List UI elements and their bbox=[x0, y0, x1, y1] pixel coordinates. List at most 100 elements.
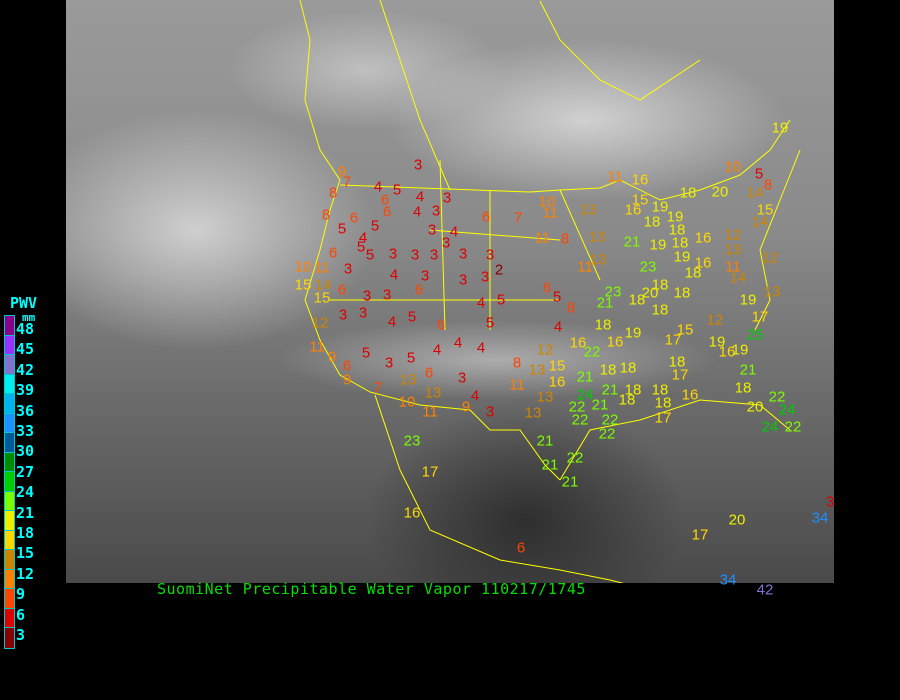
station-pwv-value: 13 bbox=[579, 201, 597, 219]
station-pwv-value: 3 bbox=[382, 286, 392, 304]
station-pwv-value: 5 bbox=[392, 181, 402, 199]
station-pwv-value: 34 bbox=[811, 509, 829, 527]
station-pwv-value: 14 bbox=[314, 276, 332, 294]
legend-swatch bbox=[5, 374, 14, 394]
station-pwv-value: 21 bbox=[596, 294, 614, 312]
station-pwv-value: 18 bbox=[654, 394, 672, 412]
station-pwv-value: 15 bbox=[313, 289, 331, 307]
station-pwv-value: 4 bbox=[358, 229, 368, 247]
station-pwv-value: 17 bbox=[664, 331, 682, 349]
station-pwv-value: 20 bbox=[746, 398, 764, 416]
legend-label: 39 bbox=[16, 381, 35, 400]
political-borders bbox=[299, 0, 801, 583]
station-pwv-value: 11 bbox=[725, 258, 741, 276]
legend-label: 48 bbox=[16, 320, 35, 338]
station-pwv-value: 6 bbox=[481, 208, 491, 226]
station-pwv-value: 4 bbox=[412, 203, 422, 221]
station-pwv-value: 8 bbox=[512, 354, 522, 372]
station-pwv-value: 3 bbox=[343, 260, 353, 278]
legend-label: 21 bbox=[16, 503, 35, 522]
station-pwv-value: 4 bbox=[432, 341, 442, 359]
station-pwv-value: 11 bbox=[509, 376, 525, 394]
station-pwv-value: 6 bbox=[424, 364, 434, 382]
station-pwv-value: 18 bbox=[671, 234, 689, 252]
station-pwv-value: 7 bbox=[513, 209, 523, 227]
station-pwv-value: 3 bbox=[413, 156, 423, 174]
station-pwv-value: 18 bbox=[651, 381, 669, 399]
station-pwv-value: 3 bbox=[429, 246, 439, 264]
station-pwv-value: 19 bbox=[673, 248, 691, 266]
station-pwv-value: 4 bbox=[415, 188, 425, 206]
station-pwv-value: 4 bbox=[453, 334, 463, 352]
station-pwv-value: 12 bbox=[311, 314, 329, 332]
station-pwv-value: 21 bbox=[601, 381, 619, 399]
station-pwv-value: 17 bbox=[671, 366, 689, 384]
station-pwv-value: 3 bbox=[431, 202, 441, 220]
station-pwv-value: 19 bbox=[739, 291, 757, 309]
border-line bbox=[439, 159, 446, 331]
station-pwv-value: 16 bbox=[681, 386, 699, 404]
station-pwv-value: 18 bbox=[643, 213, 661, 231]
station-pwv-value: 16 bbox=[631, 171, 649, 189]
legend-swatch bbox=[5, 394, 14, 414]
station-pwv-value: 8 bbox=[321, 206, 331, 224]
station-pwv-value: 17 bbox=[654, 409, 672, 427]
station-pwv-value: 5 bbox=[406, 349, 416, 367]
station-pwv-value: 21 bbox=[576, 368, 594, 386]
legend-title: PWV bbox=[10, 294, 38, 312]
station-pwv-value: 4 bbox=[553, 318, 563, 336]
station-pwv-value: 18 bbox=[619, 359, 637, 377]
legend-unit: mm bbox=[22, 311, 36, 324]
station-pwv-value: 6 bbox=[328, 244, 338, 262]
station-pwv-value: 13 bbox=[724, 241, 742, 259]
legend-label: 45 bbox=[16, 340, 35, 359]
station-pwv-value: 3 bbox=[358, 304, 368, 322]
legend-label: 18 bbox=[16, 524, 35, 542]
legend-label: 36 bbox=[16, 401, 35, 420]
station-pwv-value: 16 bbox=[548, 373, 566, 391]
station-pwv-value: 3 bbox=[338, 306, 348, 324]
station-pwv-value: 17 bbox=[691, 526, 709, 544]
station-pwv-value: 5 bbox=[370, 217, 380, 235]
border-line bbox=[429, 229, 561, 241]
station-pwv-value: 5 bbox=[485, 314, 495, 332]
station-pwv-value: 23 bbox=[403, 432, 421, 450]
legend-swatch bbox=[5, 569, 14, 589]
station-pwv-value: 16 bbox=[606, 333, 624, 351]
station-pwv-value: 18 bbox=[679, 184, 697, 202]
station-pwv-value: 11 bbox=[607, 168, 623, 186]
station-pwv-value: 3 bbox=[485, 403, 495, 421]
station-pwv-value: 18 bbox=[673, 284, 691, 302]
station-pwv-value: 15 bbox=[756, 201, 774, 219]
station-pwv-value: 18 bbox=[594, 316, 612, 334]
station-pwv-value: 13 bbox=[588, 228, 606, 246]
border-line bbox=[369, 391, 561, 481]
station-pwv-value: 6 bbox=[436, 316, 446, 334]
station-pwv-value: 3 bbox=[420, 267, 430, 285]
station-pwv-value: 13 bbox=[763, 283, 781, 301]
station-pwv-value: 6 bbox=[542, 279, 552, 297]
station-pwv-value: 3 bbox=[825, 493, 835, 511]
station-pwv-value: 18 bbox=[651, 301, 669, 319]
station-pwv-value: 13 bbox=[528, 361, 546, 379]
station-pwv-value: 6 bbox=[380, 191, 390, 209]
station-pwv-value: 15 bbox=[631, 191, 649, 209]
station-pwv-value: 14 bbox=[729, 269, 747, 287]
station-pwv-value: 25 bbox=[746, 326, 764, 344]
station-pwv-value: 3 bbox=[485, 246, 495, 264]
station-pwv-value: 5 bbox=[552, 288, 562, 306]
station-pwv-value: 11 bbox=[577, 258, 593, 276]
station-pwv-value: 14 bbox=[751, 213, 769, 231]
station-pwv-value: 19 bbox=[666, 208, 684, 226]
station-pwv-value: 4 bbox=[470, 387, 480, 405]
border-line bbox=[379, 0, 451, 191]
station-pwv-value: 14 bbox=[746, 184, 764, 202]
station-pwv-value: 13 bbox=[589, 251, 607, 269]
station-pwv-value: 16 bbox=[718, 343, 736, 361]
station-pwv-value: 3 bbox=[384, 354, 394, 372]
station-pwv-value: 42 bbox=[756, 581, 774, 599]
station-pwv-value: 10 bbox=[724, 158, 742, 176]
station-pwv-value: 10 bbox=[538, 193, 556, 211]
station-pwv-value: 11 bbox=[534, 229, 550, 247]
station-pwv-value: 24 bbox=[761, 418, 779, 436]
